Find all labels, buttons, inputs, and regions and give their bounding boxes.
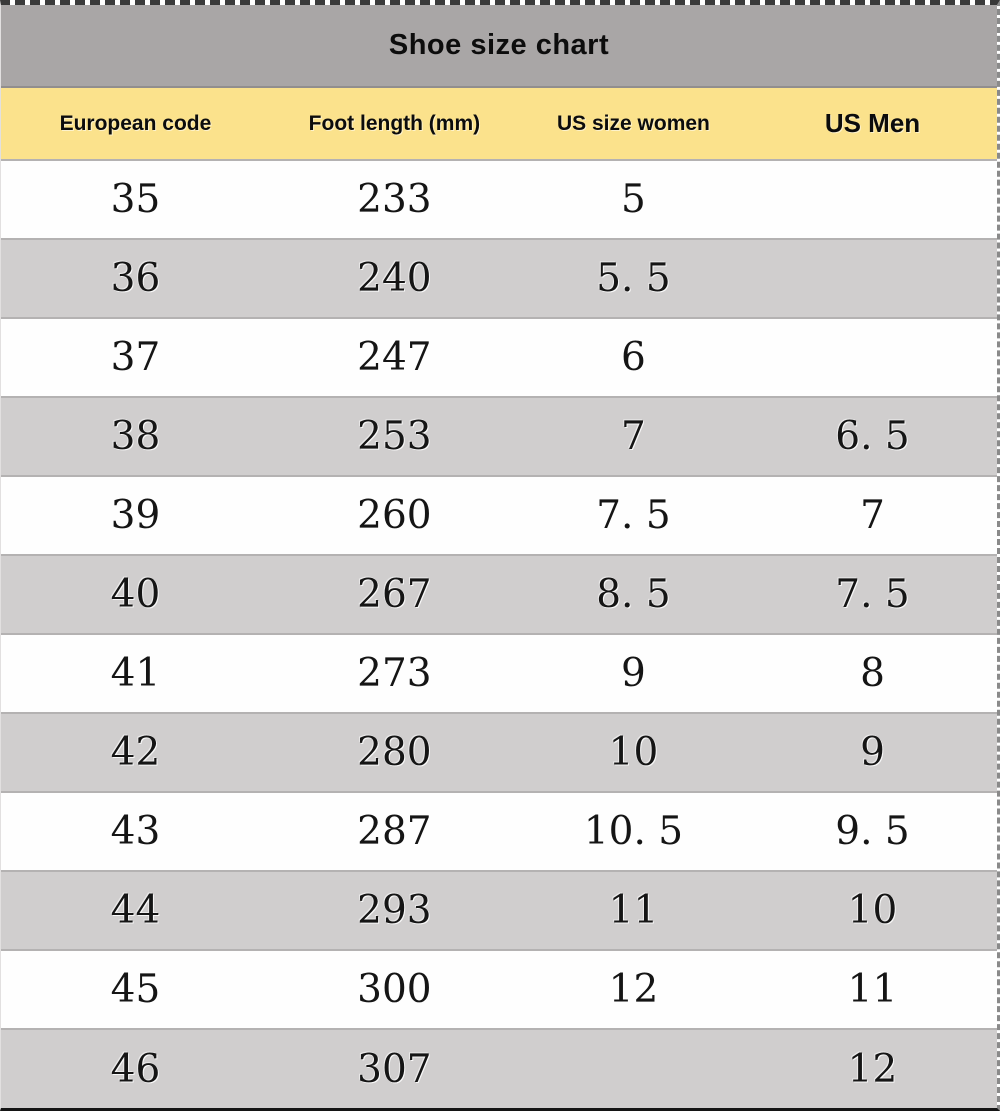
cell-foot-length: 267 [357,572,432,617]
table-row: 36 240 5. 5 [1,239,997,318]
col-header-european-code: European code [59,111,212,135]
cell-us-men: 9. 5 [835,809,910,854]
cell-us-men: 10 [847,888,898,933]
cell-european-code: 40 [110,572,161,617]
col-header-us-size-women: US size women [557,111,710,135]
cell-us-men: 6. 5 [835,414,910,459]
cell-us-men: 7 [860,493,885,538]
table-row: 44 293 11 10 [1,871,997,950]
cell-foot-length: 273 [357,651,432,696]
cell-foot-length: 300 [357,967,432,1012]
cell-us-size-women: 6 [621,335,646,380]
cell-us-size-women: 10 [608,730,659,775]
cell-european-code: 42 [110,730,161,775]
cell-us-size-women: 7. 5 [596,493,671,538]
table-row: 35 233 5 [1,160,997,239]
cell-us-size-women: 12 [608,967,659,1012]
table-row: 40 267 8. 5 7. 5 [1,555,997,634]
cell-foot-length: 233 [357,177,432,222]
cell-us-men: 8 [860,651,885,696]
cell-european-code: 43 [110,809,161,854]
cell-european-code: 36 [110,256,161,301]
cell-foot-length: 280 [357,730,432,775]
cell-us-men: 9 [860,730,885,775]
table-row: 41 273 9 8 [1,634,997,713]
cell-foot-length: 240 [357,256,432,301]
cell-european-code: 46 [110,1046,161,1092]
table-row: 38 253 7 6. 5 [1,397,997,476]
cell-us-size-women: 11 [608,888,659,933]
cell-us-size-women: 7 [621,414,646,459]
cell-us-men [748,318,997,397]
cell-us-size-women: 9 [621,651,646,696]
cell-us-men: 7. 5 [835,572,910,617]
cell-european-code: 38 [110,414,161,459]
cell-european-code: 37 [110,335,161,380]
cell-european-code: 41 [110,651,161,696]
cell-us-size-women: 5. 5 [596,256,671,301]
cell-us-size-women: 8. 5 [596,572,671,617]
table-row: 43 287 10. 5 9. 5 [1,792,997,871]
cell-us-men [748,160,997,239]
cell-us-men: 12 [847,1046,898,1092]
table-row: 37 247 6 [1,318,997,397]
col-header-us-men: US Men [824,108,921,138]
cell-us-size-women [519,1029,748,1108]
cell-foot-length: 247 [357,335,432,380]
table-row: 39 260 7. 5 7 [1,476,997,555]
chart-title: Shoe size chart [388,29,610,61]
cell-foot-length: 287 [357,809,432,854]
cell-us-size-women: 5 [621,177,646,222]
cell-foot-length: 293 [357,888,432,933]
cell-foot-length: 307 [357,1046,432,1092]
cell-us-men: 11 [847,967,898,1012]
cell-european-code: 44 [110,888,161,933]
cell-foot-length: 260 [357,493,432,538]
table-row: 46 307 12 [1,1029,997,1108]
cell-us-men [748,239,997,318]
chart-title-bar: Shoe size chart [1,5,997,88]
cell-european-code: 35 [110,177,161,222]
size-table: European code Foot length (mm) US size w… [1,88,997,1108]
cell-european-code: 39 [110,493,161,538]
table-row: 42 280 10 9 [1,713,997,792]
header-row: European code Foot length (mm) US size w… [1,88,997,160]
cell-us-size-women: 10. 5 [583,809,684,854]
col-header-foot-length: Foot length (mm) [308,111,481,135]
table-body: 35 233 5 36 240 5. 5 37 247 6 38 253 7 6. 5 39 260 7. 5… [1,160,997,1108]
cell-foot-length: 253 [357,414,432,459]
cell-european-code: 45 [110,967,161,1012]
table-row: 45 300 12 11 [1,950,997,1029]
